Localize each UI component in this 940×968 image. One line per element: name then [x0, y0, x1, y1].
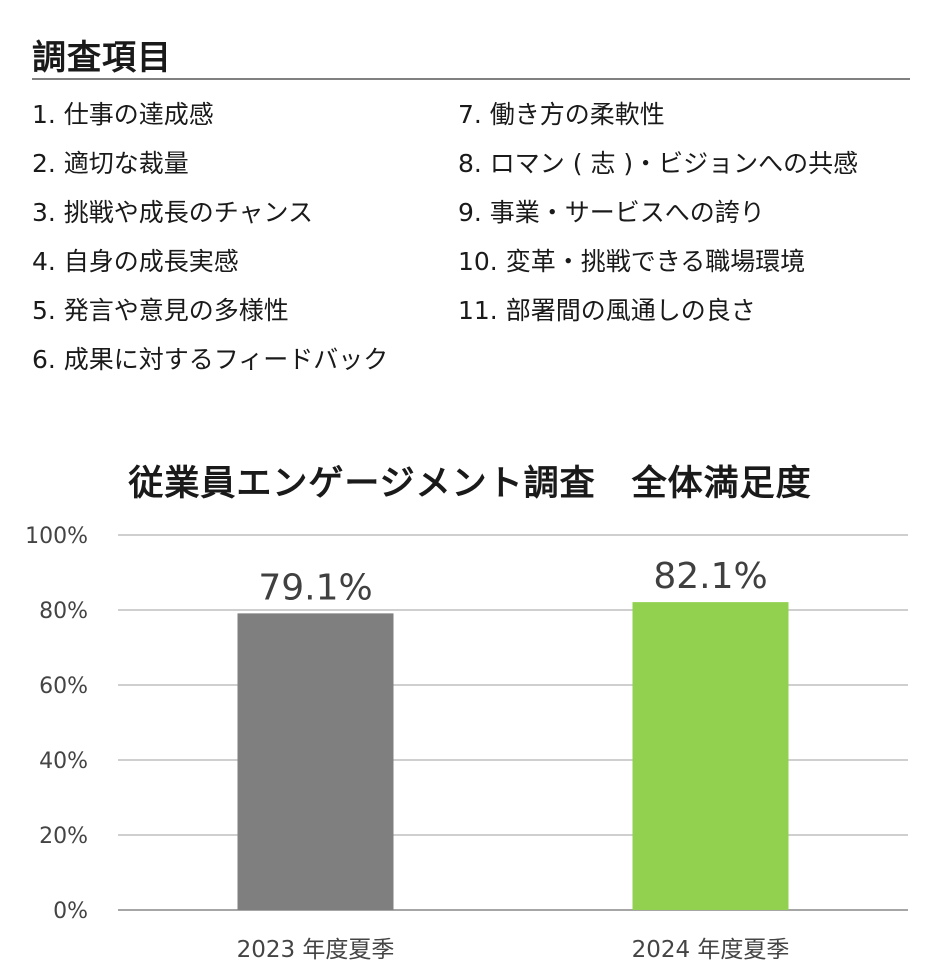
survey-items-left-list: 1. 仕事の達成感 2. 適切な裁量 3. 挑戦や成長のチャンス 4. 自身の成… — [32, 90, 452, 384]
survey-item: 8. ロマン ( 志 )・ビジョンへの共感 — [458, 149, 859, 178]
x-tick-label: 2024 年度夏季 — [632, 937, 790, 963]
chart-title: 従業員エンゲージメント調査 全体満足度 — [128, 464, 812, 504]
bar — [237, 613, 394, 910]
bar — [632, 602, 789, 910]
survey-item: 3. 挑戦や成長のチャンス — [32, 198, 314, 227]
survey-item: 6. 成果に対するフィードバック — [32, 345, 389, 374]
survey-items-title: 調査項目 — [32, 38, 172, 78]
y-tick-label: 0% — [53, 899, 88, 924]
title-divider — [32, 78, 910, 80]
x-tick-label: 2023 年度夏季 — [237, 937, 395, 963]
y-tick-label: 40% — [39, 749, 88, 774]
survey-item: 11. 部署間の風通しの良さ — [458, 296, 756, 325]
y-tick-label: 20% — [39, 824, 88, 849]
y-tick-label: 80% — [39, 599, 88, 624]
data-label: 82.1% — [653, 556, 767, 597]
survey-items-right-list: 7. 働き方の柔軟性 8. ロマン ( 志 )・ビジョンへの共感 9. 事業・サ… — [458, 90, 928, 335]
y-tick-label: 100% — [25, 524, 88, 549]
survey-item: 9. 事業・サービスへの誇り — [458, 198, 765, 227]
survey-item: 2. 適切な裁量 — [32, 149, 189, 178]
survey-item: 10. 変革・挑戦できる職場環境 — [458, 247, 806, 276]
data-label: 79.1% — [258, 567, 372, 608]
survey-item: 5. 発言や意見の多様性 — [32, 296, 289, 325]
survey-item: 4. 自身の成長実感 — [32, 247, 239, 276]
survey-item: 1. 仕事の達成感 — [32, 100, 214, 129]
survey-item: 7. 働き方の柔軟性 — [458, 100, 665, 129]
y-tick-label: 60% — [39, 674, 88, 699]
